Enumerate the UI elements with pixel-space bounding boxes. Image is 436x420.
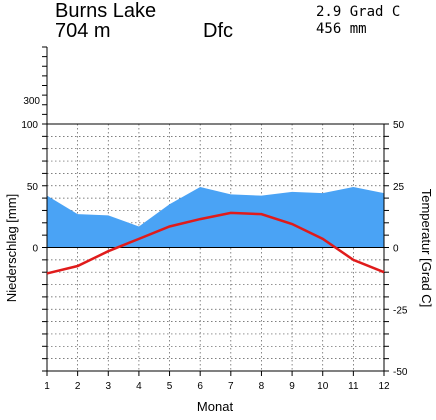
y-tick-label-right: -25 xyxy=(393,305,408,316)
x-tick-label: 8 xyxy=(259,381,265,392)
x-tick-label: 11 xyxy=(348,381,359,392)
y-tick-label-right: -50 xyxy=(393,367,408,378)
axis-labels: Niederschlag [mm] Temperatur [Grad C] Mo… xyxy=(4,96,434,414)
x-tick-label: 6 xyxy=(197,381,203,392)
station-elevation: 704 m xyxy=(55,20,111,42)
x-tick-label: 12 xyxy=(378,381,390,392)
x-tick-label: 9 xyxy=(289,381,295,392)
x-tick-label: 2 xyxy=(75,381,81,392)
x-tick-label: 10 xyxy=(317,381,329,392)
x-tick-label: 4 xyxy=(136,381,142,392)
y-axis-left-label: Niederschlag [mm] xyxy=(4,194,19,302)
mean-temperature: 2.9 Grad C xyxy=(316,4,401,20)
upper-scale-label: 300 xyxy=(23,96,40,107)
y-tick-label-right: 0 xyxy=(393,244,399,255)
y-tick-label-left: 50 xyxy=(27,182,39,193)
x-tick-label: 5 xyxy=(167,381,173,392)
annual-precipitation: 456 mm xyxy=(316,21,367,37)
x-axis-label: Monat xyxy=(197,399,234,414)
y-axis-right-label: Temperatur [Grad C] xyxy=(419,189,434,308)
x-tick-label: 3 xyxy=(105,381,111,392)
climate-class: Dfc xyxy=(203,20,233,42)
y-tick-label-left: 100 xyxy=(21,120,38,131)
station-name: Burns Lake xyxy=(55,0,157,22)
y-tick-label-right: 50 xyxy=(393,120,405,131)
x-tick-label: 1 xyxy=(44,381,50,392)
x-tick-label: 7 xyxy=(228,381,234,392)
y-tick-label-left: 0 xyxy=(32,244,38,255)
y-tick-label-right: 25 xyxy=(393,182,405,193)
temperature-line xyxy=(46,211,385,275)
